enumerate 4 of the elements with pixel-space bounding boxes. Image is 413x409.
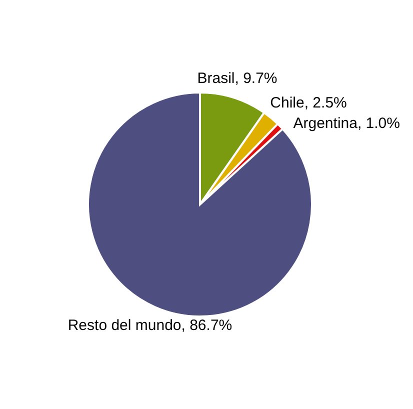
slice-label: Chile, 2.5% <box>270 94 347 112</box>
slice-label: Resto del mundo, 86.7% <box>68 316 232 334</box>
slice-label: Brasil, 9.7% <box>197 70 278 88</box>
slice-label: Argentina, 1.0% <box>293 114 400 132</box>
